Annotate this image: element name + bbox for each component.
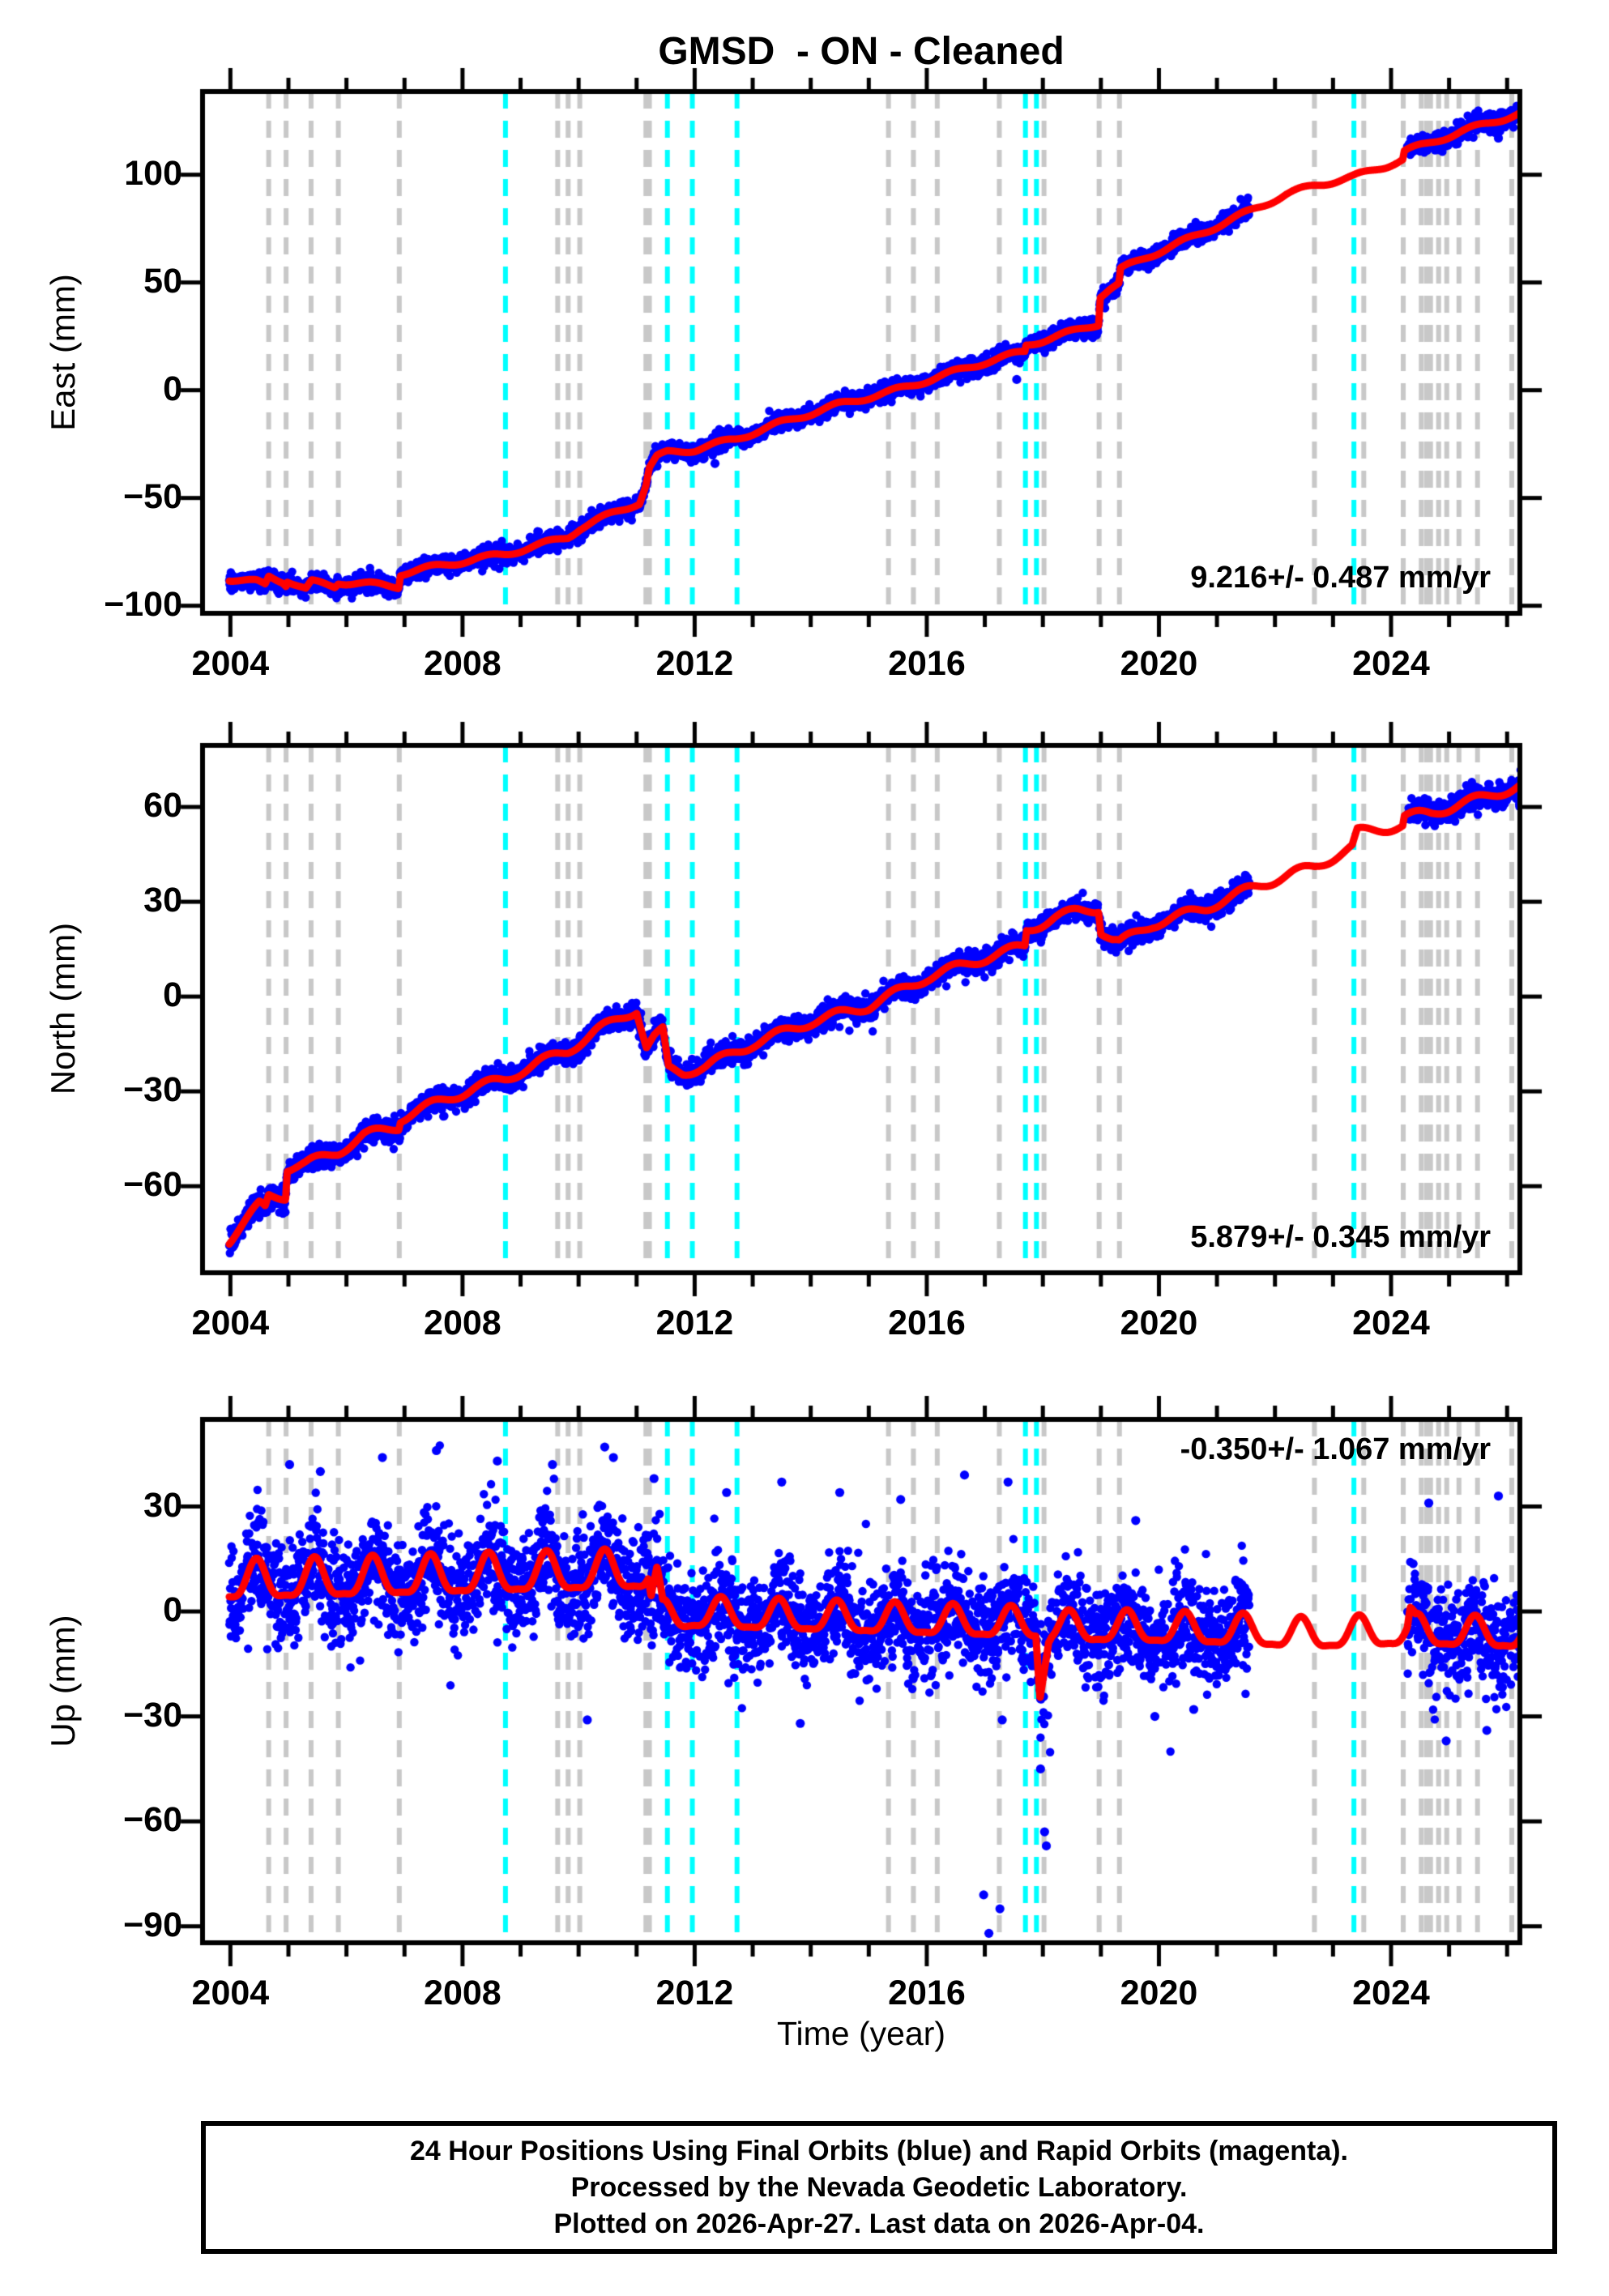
page-title: GMSD - ON - Cleaned <box>658 30 1065 73</box>
up-x-tick-label: 2008 <box>424 1974 501 2012</box>
east-panel <box>203 92 1520 613</box>
north-x-tick-label: 2020 <box>1120 1304 1198 1342</box>
east-y-tick-label: 50 <box>143 261 182 301</box>
east-x-tick-label: 2024 <box>1352 644 1430 683</box>
up-x-tick-label: 2020 <box>1120 1974 1198 2012</box>
east-y-tick-label: −100 <box>104 584 182 624</box>
up-rate-annotation: -0.350+/- 1.067 mm/yr <box>1180 1432 1491 1466</box>
footer-line-1: 24 Hour Positions Using Final Orbits (bl… <box>410 2136 1348 2166</box>
footer-line-3: Plotted on 2026-Apr-27. Last data on 202… <box>553 2209 1205 2239</box>
east-x-tick-label: 2004 <box>191 644 270 683</box>
north-panel <box>203 745 1520 1273</box>
north-y-tick-label: 60 <box>143 786 182 826</box>
up-panel <box>203 1419 1520 1943</box>
east-rate-annotation: 9.216+/- 0.487 mm/yr <box>1190 561 1491 595</box>
footer-note-box: 24 Hour Positions Using Final Orbits (bl… <box>201 2121 1557 2254</box>
north-x-tick-label: 2016 <box>888 1304 966 1342</box>
up-x-tick-label: 2012 <box>655 1974 734 2012</box>
up-x-tick-label: 2016 <box>888 1974 966 2012</box>
x-axis-title: Time (year) <box>776 2015 946 2052</box>
up-y-tick-label: −60 <box>123 1800 182 1840</box>
up-x-tick-label: 2004 <box>191 1974 270 2012</box>
east-x-tick-label: 2020 <box>1120 644 1198 683</box>
north-y-tick-label: −60 <box>123 1165 182 1205</box>
footer-line-2: Processed by the Nevada Geodetic Laborat… <box>570 2172 1188 2203</box>
east-x-tick-label: 2008 <box>424 644 501 683</box>
east-y-tick-label: −50 <box>123 476 182 516</box>
north-y-tick-label: −30 <box>123 1070 182 1110</box>
north-x-tick-label: 2012 <box>655 1304 734 1342</box>
north-x-tick-label: 2024 <box>1352 1304 1430 1342</box>
north-x-tick-label: 2004 <box>191 1304 270 1342</box>
up-x-tick-label: 2024 <box>1352 1974 1430 2012</box>
up-y-tick-label: 0 <box>163 1590 182 1630</box>
east-x-tick-label: 2012 <box>655 644 734 683</box>
north-y-tick-label: 0 <box>163 975 182 1015</box>
north-y-tick-label: 30 <box>143 881 182 920</box>
up-y-tick-label: 30 <box>143 1485 182 1525</box>
up-y-tick-label: −90 <box>123 1905 182 1944</box>
east-y-tick-label: 0 <box>163 369 182 408</box>
north-rate-annotation: 5.879+/- 0.345 mm/yr <box>1190 1220 1491 1254</box>
east-x-tick-label: 2016 <box>888 644 966 683</box>
east-y-tick-label: 100 <box>124 153 182 193</box>
north-x-tick-label: 2008 <box>424 1304 501 1342</box>
up-y-tick-label: −30 <box>123 1695 182 1735</box>
